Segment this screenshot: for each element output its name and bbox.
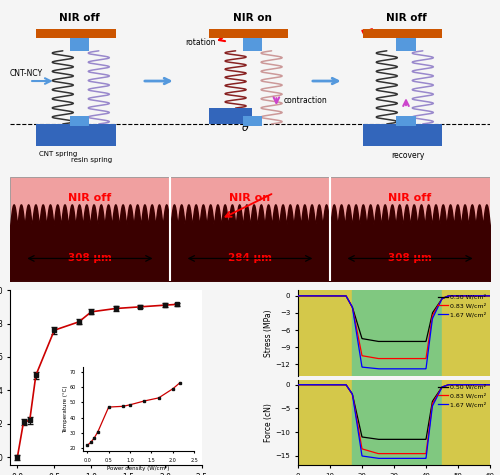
- Text: NIR on: NIR on: [230, 193, 270, 203]
- Text: recovery: recovery: [392, 151, 425, 160]
- Bar: [298, 380, 352, 466]
- FancyBboxPatch shape: [243, 38, 262, 51]
- FancyBboxPatch shape: [396, 116, 415, 125]
- Text: $\theta$: $\theta$: [241, 121, 250, 133]
- Bar: [442, 290, 490, 376]
- Legend: 0.50 W/cm², 0.83 W/cm², 1.67 W/cm²: 0.50 W/cm², 0.83 W/cm², 1.67 W/cm²: [437, 383, 487, 408]
- Bar: [442, 380, 490, 466]
- Text: 284 μm: 284 μm: [228, 254, 272, 264]
- Bar: [170, 177, 330, 281]
- FancyBboxPatch shape: [70, 38, 89, 51]
- Y-axis label: Force (cN): Force (cN): [264, 403, 272, 442]
- Bar: [298, 290, 352, 376]
- Text: NIR off: NIR off: [388, 193, 432, 203]
- Bar: [10, 177, 170, 281]
- Bar: [330, 177, 490, 281]
- Text: NIR on: NIR on: [233, 13, 272, 23]
- Text: CNT spring: CNT spring: [39, 151, 77, 157]
- FancyBboxPatch shape: [396, 38, 415, 51]
- FancyBboxPatch shape: [363, 29, 442, 38]
- FancyBboxPatch shape: [36, 29, 116, 38]
- FancyBboxPatch shape: [243, 116, 262, 125]
- Text: NIR off: NIR off: [68, 193, 112, 203]
- FancyBboxPatch shape: [70, 116, 89, 125]
- Text: rotation: rotation: [185, 38, 216, 48]
- Y-axis label: Stress (MPa): Stress (MPa): [264, 309, 273, 357]
- Text: 308 μm: 308 μm: [388, 254, 432, 264]
- Text: NIR off: NIR off: [386, 13, 426, 23]
- FancyBboxPatch shape: [363, 124, 442, 146]
- Text: resin spring: resin spring: [71, 157, 112, 163]
- FancyBboxPatch shape: [209, 29, 288, 38]
- Bar: [352, 290, 442, 376]
- FancyBboxPatch shape: [209, 108, 252, 124]
- Text: 308 μm: 308 μm: [68, 254, 112, 264]
- Text: CNT-NCY: CNT-NCY: [10, 69, 43, 78]
- Bar: [352, 380, 442, 466]
- Text: NIR off: NIR off: [59, 13, 100, 23]
- Legend: 0.50 W/cm², 0.83 W/cm², 1.67 W/cm²: 0.50 W/cm², 0.83 W/cm², 1.67 W/cm²: [437, 293, 487, 319]
- FancyBboxPatch shape: [36, 124, 116, 146]
- Text: contraction: contraction: [284, 95, 328, 104]
